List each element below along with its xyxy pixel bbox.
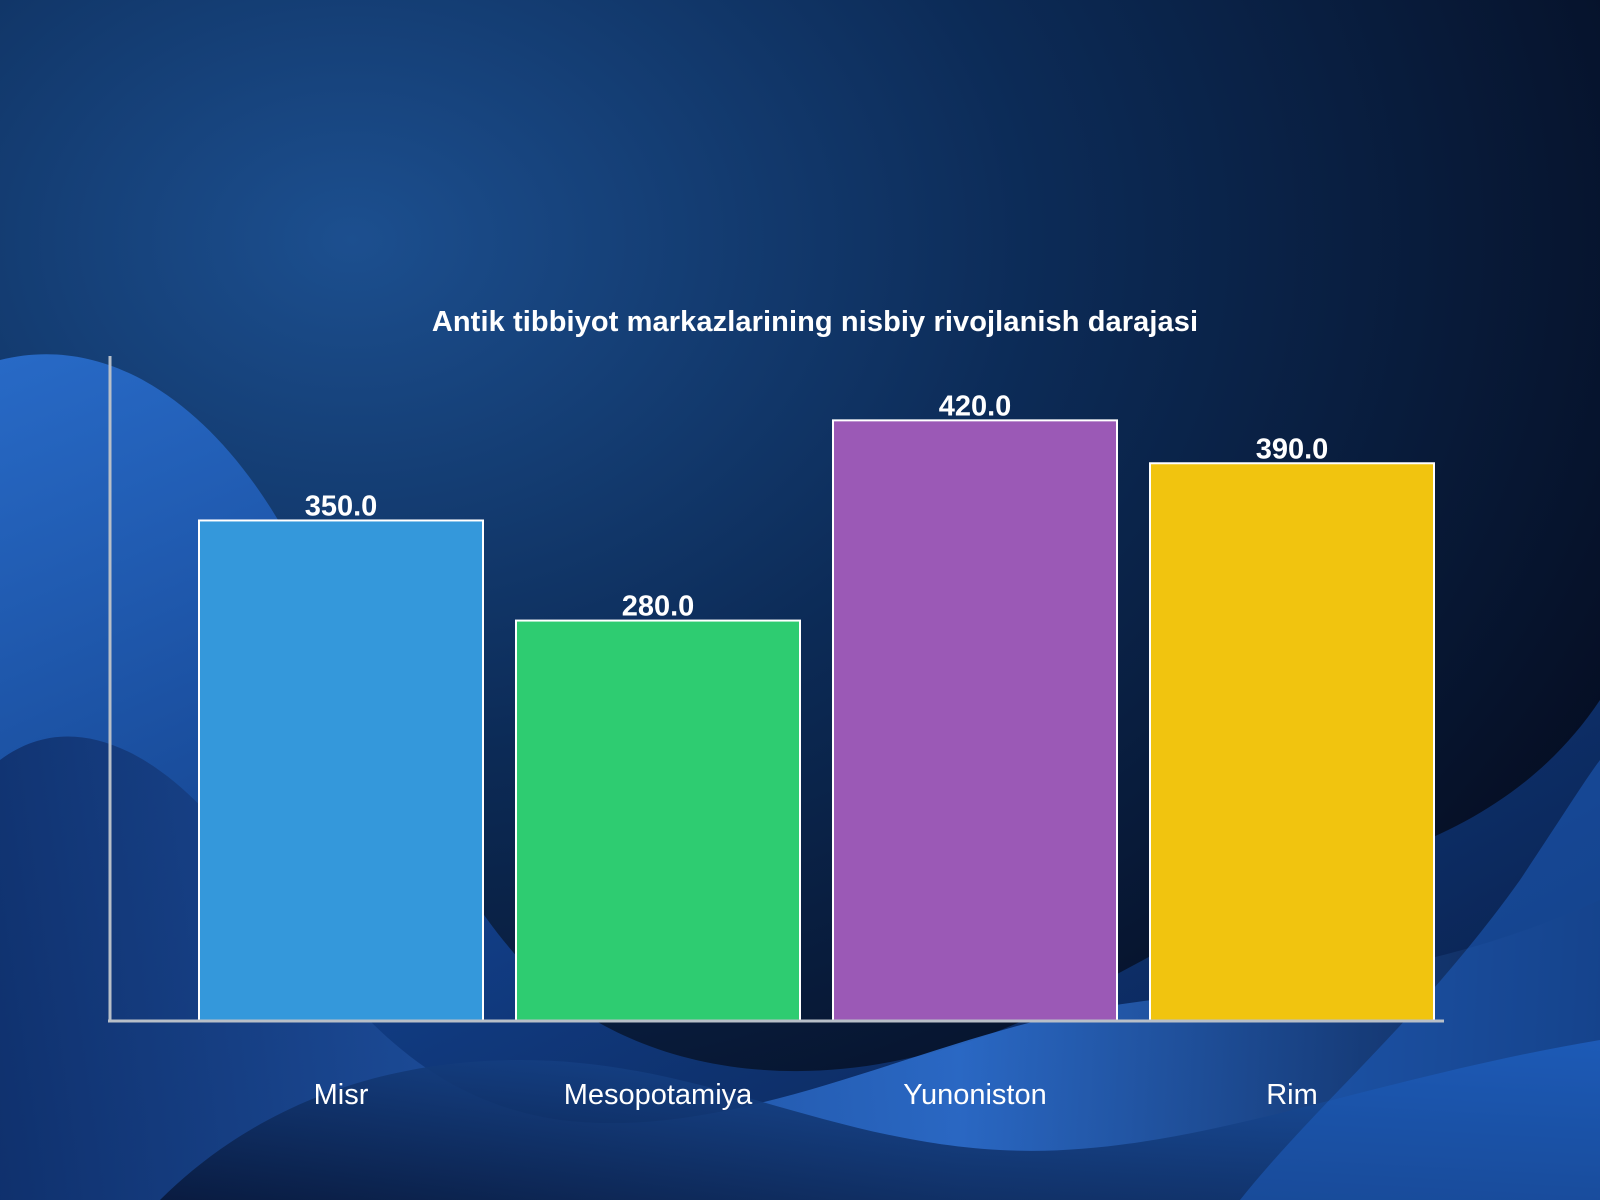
bar-mesopotamiya — [515, 619, 801, 1022]
bar-misr — [198, 519, 484, 1022]
bar-rim — [1149, 462, 1435, 1022]
value-label-yunoniston: 420.0 — [939, 390, 1012, 422]
category-label-yunoniston: Yunoniston — [903, 1079, 1047, 1111]
category-label-misr: Misr — [314, 1079, 369, 1111]
category-labels-layer: Misr Mesopotamiya Yunoniston Rim — [314, 1079, 1318, 1111]
category-label-rim: Rim — [1266, 1079, 1318, 1111]
value-labels-layer: 350.0 280.0 420.0 390.0 — [305, 390, 1329, 622]
chart-title: Antik tibbiyot markazlarining nisbiy riv… — [431, 306, 1199, 338]
value-label-mesopotamiya: 280.0 — [622, 591, 695, 623]
bar-yunoniston — [832, 419, 1118, 1022]
bars-layer — [198, 419, 1435, 1022]
value-label-misr: 350.0 — [305, 490, 378, 522]
value-label-rim: 390.0 — [1256, 433, 1329, 465]
category-label-mesopotamiya: Mesopotamiya — [564, 1079, 753, 1111]
